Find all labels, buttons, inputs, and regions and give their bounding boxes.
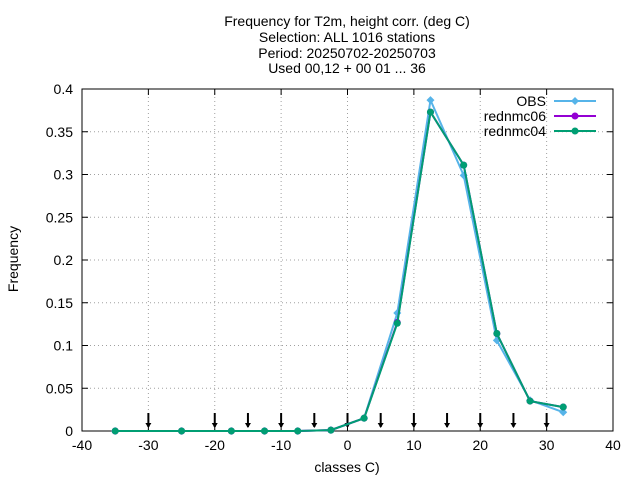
data-point — [327, 426, 335, 434]
class-limit-arrow — [211, 413, 218, 428]
data-point — [559, 408, 568, 417]
data-point — [393, 319, 401, 327]
class-limit-arrow — [510, 413, 517, 428]
legend-marker — [571, 127, 579, 135]
y-tick-label: 0.05 — [46, 380, 73, 396]
x-tick-label: -10 — [271, 437, 291, 453]
x-tick-label: -30 — [138, 437, 158, 453]
y-tick-label: 0.3 — [54, 167, 74, 183]
class-limit-arrow — [278, 413, 285, 428]
series-group — [111, 96, 568, 435]
series-line — [115, 109, 564, 432]
x-tick-label: 40 — [605, 437, 621, 453]
legend-item: rednmc06 — [484, 108, 596, 124]
class-limit-arrow — [444, 413, 451, 428]
chart-title: Frequency for T2m, height corr. (deg C) … — [224, 13, 470, 76]
y-tick-label: 0.4 — [54, 81, 74, 97]
class-limit-arrow — [377, 413, 384, 428]
grid-lines — [82, 89, 613, 431]
series-OBS — [111, 96, 568, 435]
x-tick-label: -40 — [72, 437, 92, 453]
data-point — [360, 414, 368, 422]
data-point — [460, 161, 468, 169]
data-point — [426, 96, 435, 105]
data-point — [178, 427, 186, 435]
class-limit-arrow — [477, 413, 484, 428]
legend-marker — [571, 112, 579, 120]
y-tick-label: 0.35 — [46, 124, 73, 140]
y-axis-label: Frequency — [5, 226, 21, 292]
y-tick-label: 0.25 — [46, 209, 73, 225]
y-tick-label: 0.1 — [54, 338, 74, 354]
x-tick-label: 0 — [344, 437, 352, 453]
x-tick-label: -20 — [205, 437, 225, 453]
data-point — [227, 427, 235, 435]
series-rednmc04 — [111, 108, 567, 435]
class-limit-arrow — [410, 413, 417, 428]
class-limit-arrows — [145, 413, 550, 428]
series-line — [115, 96, 564, 432]
class-limit-arrow — [543, 413, 550, 428]
data-point — [261, 427, 269, 435]
class-limit-arrow — [145, 413, 152, 428]
legend-label: rednmc06 — [484, 108, 546, 124]
legend-item: rednmc04 — [484, 123, 596, 139]
series-rednmc06 — [111, 108, 567, 435]
x-tick-label: 20 — [472, 437, 488, 453]
y-tick-label: 0.15 — [46, 295, 73, 311]
title-line-4: Used 00,12 + 00 01 ... 36 — [268, 60, 426, 76]
legend-item: OBS — [516, 93, 596, 109]
y-tick-label: 0 — [65, 423, 73, 439]
title-line-1: Frequency for T2m, height corr. (deg C) — [224, 13, 470, 29]
legend-marker — [571, 97, 579, 105]
x-tick-label: 10 — [406, 437, 422, 453]
legend-label: OBS — [516, 93, 546, 109]
data-point — [426, 108, 434, 116]
class-limit-arrow — [311, 413, 318, 428]
data-point — [526, 397, 534, 405]
title-line-3: Period: 20250702-20250703 — [258, 45, 436, 61]
y-tick-label: 0.2 — [54, 252, 74, 268]
axes: -40 -30 -20 -10 0 10 20 30 40 0 0.05 0.1 0.15 0.2 0.25… — [46, 81, 621, 453]
x-tick-label: 30 — [539, 437, 555, 453]
data-point — [493, 330, 501, 338]
x-axis-label: classes C) — [314, 459, 379, 475]
series-line — [115, 109, 564, 432]
data-point — [111, 427, 119, 435]
data-point — [559, 403, 567, 411]
title-line-2: Selection: ALL 1016 stations — [259, 29, 435, 45]
legend-label: rednmc04 — [484, 123, 546, 139]
data-point — [294, 427, 302, 435]
class-limit-arrow — [244, 413, 251, 428]
plot-frame — [81, 88, 614, 432]
